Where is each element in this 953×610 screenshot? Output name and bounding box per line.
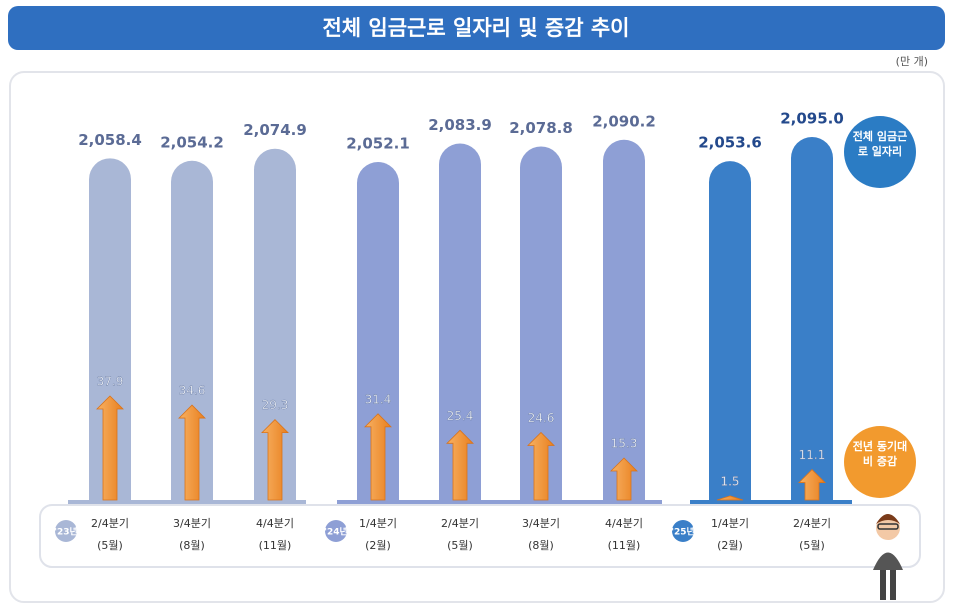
bar <box>709 161 751 500</box>
value-label: 2,058.4 <box>78 131 142 149</box>
legend-marker <box>844 116 916 188</box>
x-tick-label: 1/4분기 <box>359 517 397 530</box>
increase-label: 25.4 <box>447 409 474 423</box>
x-tick-sublabel: (11월) <box>259 539 292 552</box>
x-tick-label: 4/4분기 <box>256 517 294 530</box>
base-bar <box>690 500 852 505</box>
x-tick-sublabel: (5월) <box>97 539 123 552</box>
chart-title: 전체 임금근로 일자리 및 증감 추이 <box>322 16 629 40</box>
legend-marker <box>844 426 916 498</box>
x-tick-sublabel: (5월) <box>447 539 473 552</box>
increase-label: 37.9 <box>97 375 124 389</box>
increase-label: 29.3 <box>262 398 289 412</box>
year-label: '24년 <box>324 526 348 538</box>
value-label: 2,083.9 <box>428 116 492 134</box>
value-label: 2,090.2 <box>592 112 656 130</box>
person-illustration <box>873 514 903 600</box>
increase-label: 34.6 <box>179 384 206 398</box>
x-tick-label: 1/4분기 <box>711 517 749 530</box>
x-tick-label: 3/4분기 <box>173 517 211 530</box>
x-tick-sublabel: (5월) <box>799 539 825 552</box>
increase-arrow <box>364 413 392 501</box>
value-label: 2,074.9 <box>243 121 307 139</box>
increase-label: 15.3 <box>611 437 638 451</box>
increase-arrow <box>96 395 124 501</box>
bar <box>89 158 131 501</box>
bar <box>791 137 833 500</box>
bar <box>520 146 562 501</box>
increase-label: 1.5 <box>720 474 739 488</box>
value-label: 2,095.0 <box>780 110 844 128</box>
x-tick-sublabel: (2월) <box>365 539 391 552</box>
base-bar <box>68 500 306 505</box>
value-label: 2,054.2 <box>160 133 224 151</box>
increase-label: 11.1 <box>799 448 826 462</box>
legend-label: 전체 임금근로 일자리 <box>852 130 908 158</box>
increase-arrow <box>446 429 474 501</box>
title-banner <box>8 6 945 50</box>
value-label: 2,053.6 <box>698 134 762 152</box>
year-badge <box>325 520 347 542</box>
increase-arrow <box>261 419 289 501</box>
increase-arrow <box>610 457 638 501</box>
year-label: '23년 <box>54 526 78 538</box>
x-tick-label: 2/4분기 <box>91 517 129 530</box>
x-tick-label: 3/4분기 <box>522 517 560 530</box>
x-tick-label: 4/4분기 <box>605 517 643 530</box>
bar <box>254 148 296 500</box>
increase-arrow <box>716 495 744 501</box>
increase-arrow <box>178 404 206 501</box>
x-tick-label: 2/4분기 <box>793 517 831 530</box>
legend-label: 전년 동기대비 증감 <box>852 440 908 468</box>
increase-label: 24.6 <box>528 411 555 425</box>
bar <box>603 139 645 501</box>
value-label: 2,078.8 <box>509 119 573 137</box>
x-tick-label: 2/4분기 <box>441 517 479 530</box>
year-badge <box>55 520 77 542</box>
x-tick-sublabel: (8월) <box>179 539 205 552</box>
label-box <box>39 504 921 568</box>
bar <box>357 162 399 500</box>
unit-label: (만 개) <box>896 55 928 68</box>
base-bar <box>337 500 662 505</box>
increase-arrow <box>527 431 555 501</box>
year-badge <box>672 520 694 542</box>
value-label: 2,052.1 <box>346 135 410 153</box>
x-tick-sublabel: (2월) <box>717 539 743 552</box>
year-label: '25년 <box>671 526 695 538</box>
x-tick-sublabel: (11월) <box>608 539 641 552</box>
increase-label: 31.4 <box>365 392 392 406</box>
x-tick-sublabel: (8월) <box>528 539 554 552</box>
increase-arrow <box>798 468 826 501</box>
bar <box>439 143 481 500</box>
